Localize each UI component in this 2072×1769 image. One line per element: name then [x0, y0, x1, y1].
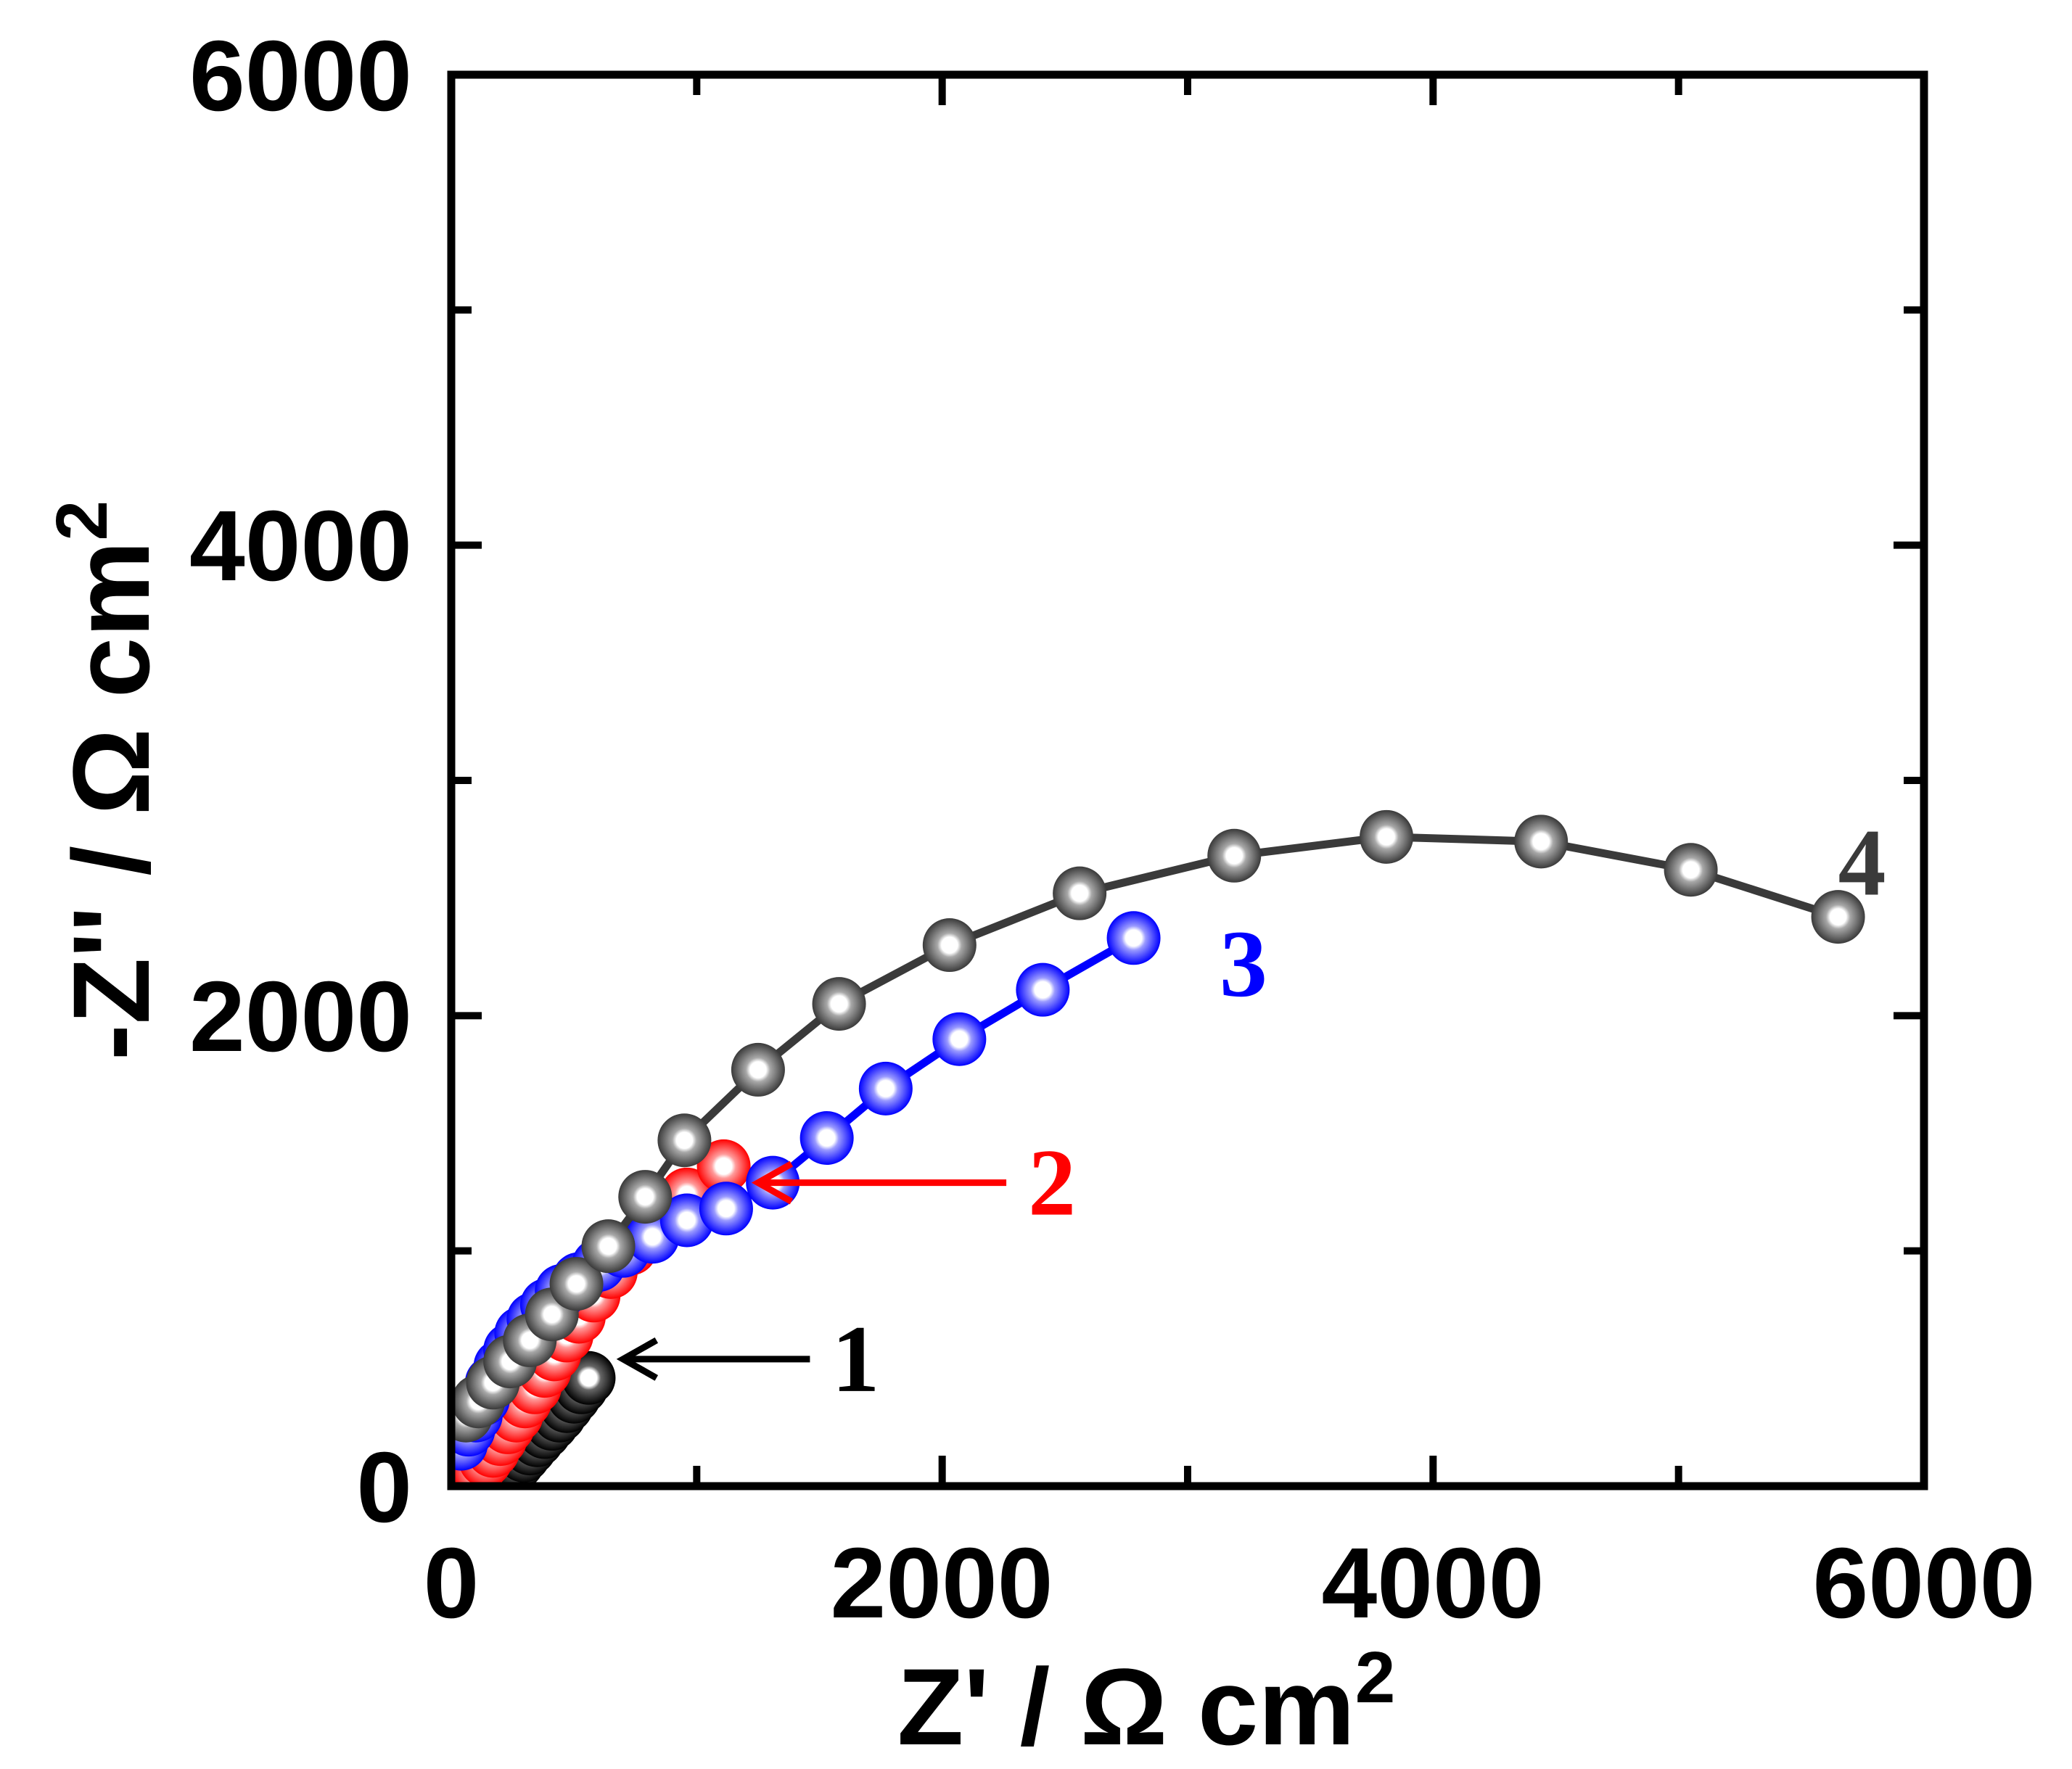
plot-frame: [447, 70, 1928, 1490]
series-4-point-6: [549, 1257, 604, 1311]
series-4-point-10: [731, 1042, 785, 1097]
series-4-point-15: [1360, 809, 1414, 864]
x-tick-label-2: 4000: [1322, 1527, 1545, 1639]
y-tick-label-3: 6000: [189, 20, 412, 132]
series-4-point-14: [1207, 828, 1262, 883]
series-label-3: 3: [1220, 910, 1267, 1017]
y-tick-label-1: 2000: [189, 961, 412, 1073]
y-axis-title: -Z'' / Ω cm2: [41, 500, 172, 1060]
arrow-2: [751, 1160, 1007, 1205]
x-tick-label-1: 2000: [831, 1527, 1053, 1639]
series-4-point-7: [581, 1219, 636, 1274]
series-3-point-20: [932, 1012, 987, 1066]
y-tick-label-0: 0: [356, 1432, 412, 1543]
series-3-point-19: [858, 1061, 913, 1116]
series-3-point-22: [1106, 911, 1161, 965]
series-3-point-18: [799, 1110, 854, 1165]
x-axis-title: Z' / Ω cm2: [897, 1637, 1396, 1768]
series-2-point-18: [696, 1139, 751, 1193]
arrow-1: [616, 1337, 810, 1381]
series-4-point-16: [1514, 815, 1569, 869]
series-layer: [451, 809, 1865, 1486]
annotation-layer: 1 2 3 4: [616, 809, 1886, 1412]
series-4-point-13: [1053, 866, 1107, 920]
series-label-1: 1: [831, 1306, 879, 1412]
series-4-point-8: [618, 1170, 673, 1224]
series-4-point-17: [1664, 843, 1718, 897]
x-tick-label-0: 0: [424, 1527, 480, 1639]
series-label-2: 2: [1028, 1129, 1076, 1236]
series-4-point-12: [922, 918, 977, 973]
series-3-point-21: [1016, 962, 1070, 1017]
series-3-point-16: [699, 1182, 753, 1236]
series-4: [451, 809, 1865, 1443]
series-label-4: 4: [1838, 809, 1886, 916]
series-4-point-18: [1811, 890, 1865, 944]
series-4-point-11: [812, 977, 866, 1031]
tick-layer: [451, 75, 1924, 1486]
x-tick-label-3: 6000: [1813, 1527, 2036, 1639]
series-4-point-9: [657, 1113, 712, 1168]
y-tick-label-2: 4000: [189, 490, 412, 602]
